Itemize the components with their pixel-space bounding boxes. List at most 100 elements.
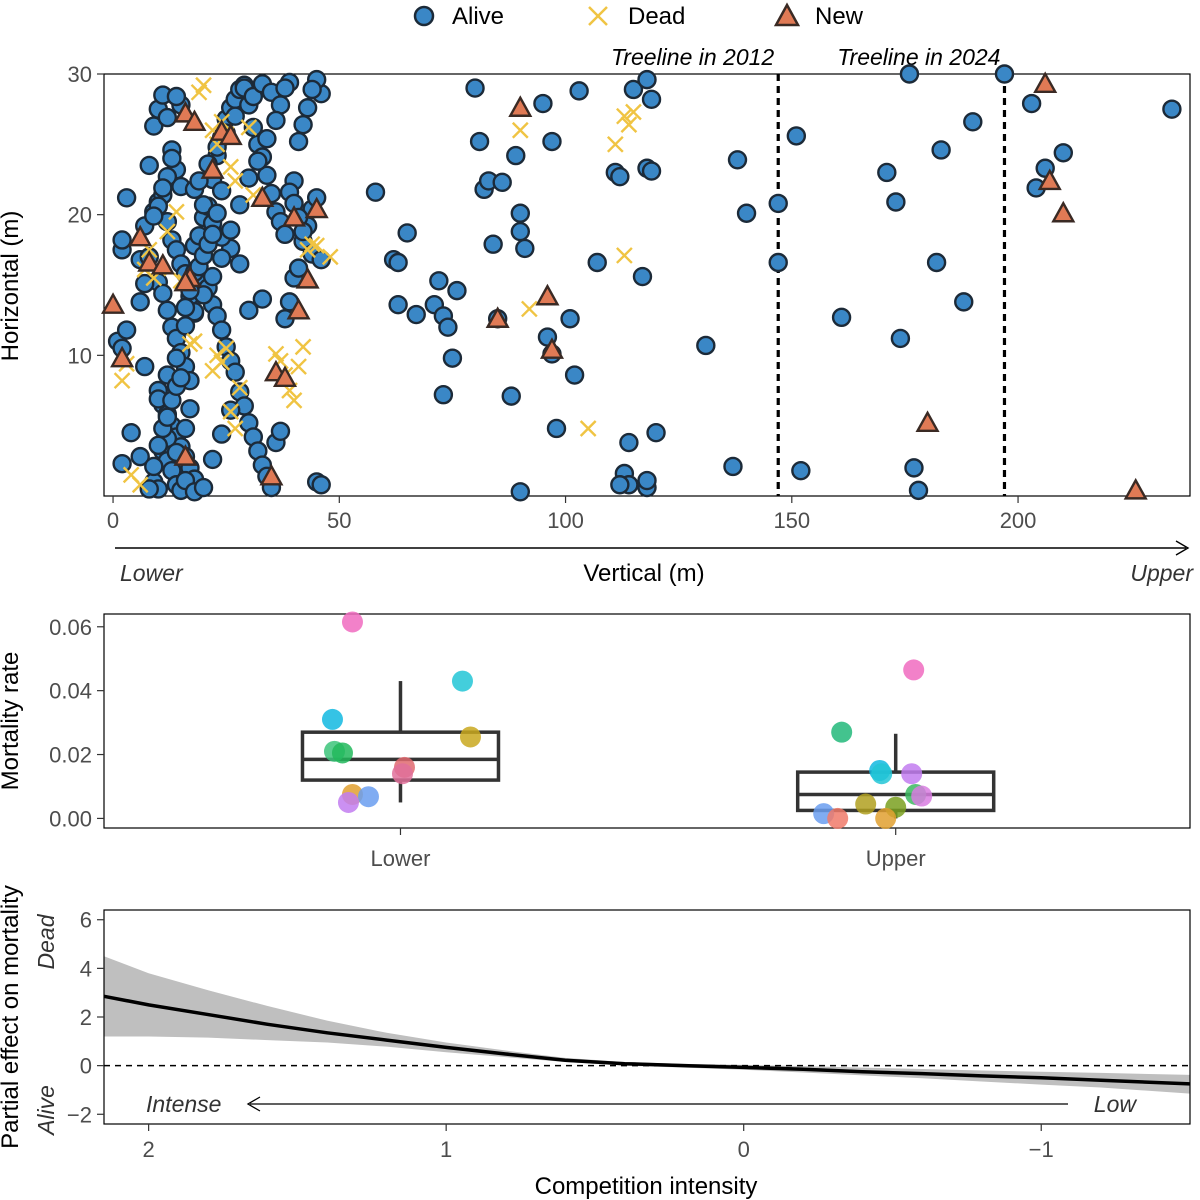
alive-point [257, 129, 277, 149]
mortality-point [875, 807, 897, 829]
alive-point [637, 470, 657, 491]
alive-point [166, 348, 187, 368]
alive-point [886, 192, 906, 212]
alive-point [116, 320, 137, 340]
new-point [173, 444, 198, 466]
alive-point [768, 252, 788, 273]
upper-direction-label: Upper [1130, 560, 1194, 586]
dead-point [113, 372, 131, 390]
alive-point [311, 475, 331, 495]
alive-point [926, 252, 947, 273]
alive-point [877, 162, 897, 183]
y-tick-label: −2 [67, 1102, 92, 1127]
legend-new-marker [773, 2, 801, 27]
mortality-point [337, 791, 359, 813]
dead-point [222, 403, 240, 420]
alive-point [469, 131, 490, 152]
alive-point [230, 254, 250, 274]
alive-point [116, 188, 137, 208]
alive-point [510, 221, 530, 242]
competition-direction-arrow [246, 1096, 1068, 1112]
alive-point [275, 78, 295, 98]
dead-point [168, 203, 185, 221]
dead-side-label: Dead [33, 913, 59, 969]
alive-point [510, 482, 530, 502]
dead-point [321, 248, 339, 266]
alive-point [406, 304, 426, 325]
alive-point [492, 172, 512, 193]
alive-point [144, 206, 164, 226]
new-point [218, 123, 243, 146]
y-tick-label: 0.02 [49, 743, 92, 768]
y-tick-label: 0.06 [49, 615, 92, 640]
alive-point [193, 477, 214, 498]
alive-point [510, 203, 530, 223]
alive-point [157, 107, 178, 128]
tree-map-xlabel: Vertical (m) [583, 560, 704, 587]
alive-point [533, 93, 553, 114]
new-point [1037, 168, 1062, 191]
alive-point [288, 131, 309, 152]
legend-alive-label: Alive [452, 3, 504, 30]
alive-point [171, 368, 191, 388]
alive-point [610, 475, 630, 495]
new-point [304, 196, 329, 219]
mortality-point [855, 793, 877, 815]
mortality-point [827, 807, 849, 829]
mortality-point [911, 785, 933, 807]
dead-point [195, 76, 212, 94]
x-tick-label: 50 [327, 508, 351, 533]
alive-point [723, 456, 743, 477]
alive-point [542, 131, 562, 152]
new-point [128, 224, 153, 247]
alive-point [297, 98, 318, 118]
mortality-point [321, 708, 343, 730]
alive-point [388, 252, 408, 273]
tree-points [101, 64, 1182, 502]
alive-point [207, 203, 227, 223]
legend-dead-label: Dead [628, 3, 685, 30]
alive-point [302, 79, 322, 100]
dead-point [308, 237, 326, 254]
dead-point [511, 121, 529, 139]
alive-point [225, 106, 245, 126]
alive-point [791, 460, 811, 481]
y-tick-label: 10 [68, 343, 92, 368]
alive-point [623, 79, 644, 100]
alive-point [148, 435, 169, 456]
alive-point [931, 140, 951, 160]
alive-point [506, 145, 526, 166]
partial-effect-panel: 2 1 0 −1 −2 0 2 4 6 Intense Low Partial effect o… [0, 885, 1191, 1200]
mortality-point [901, 763, 923, 785]
legend: Alive Dead New [413, 2, 864, 30]
alive-point [831, 307, 852, 328]
alive-point [447, 280, 467, 301]
dead-point [213, 354, 230, 371]
alive-point [257, 165, 277, 185]
alive-point [230, 195, 250, 215]
y-tick-label: 0 [80, 1054, 92, 1079]
alive-point [220, 220, 241, 240]
x-tick-label: 0 [107, 508, 119, 533]
alive-point [899, 64, 920, 84]
dead-point [579, 420, 597, 437]
alive-point [483, 234, 503, 254]
category-label: Upper [866, 846, 926, 871]
legend-new-label: New [815, 3, 864, 30]
partial-effect-curve [103, 994, 1191, 1086]
mortality-frame [103, 613, 1191, 829]
alive-point [954, 292, 974, 312]
alive-point [619, 432, 639, 453]
y-tick-label: 4 [80, 956, 92, 981]
mortality-point [871, 763, 893, 785]
alive-point [252, 289, 273, 309]
dead-point [231, 379, 249, 397]
alive-point [175, 418, 196, 439]
alive-point [365, 182, 386, 202]
dead-point [521, 300, 538, 318]
mortality-point [903, 659, 925, 681]
alive-point [515, 238, 535, 259]
new-point [539, 337, 565, 359]
legend-dead-marker [588, 6, 608, 26]
